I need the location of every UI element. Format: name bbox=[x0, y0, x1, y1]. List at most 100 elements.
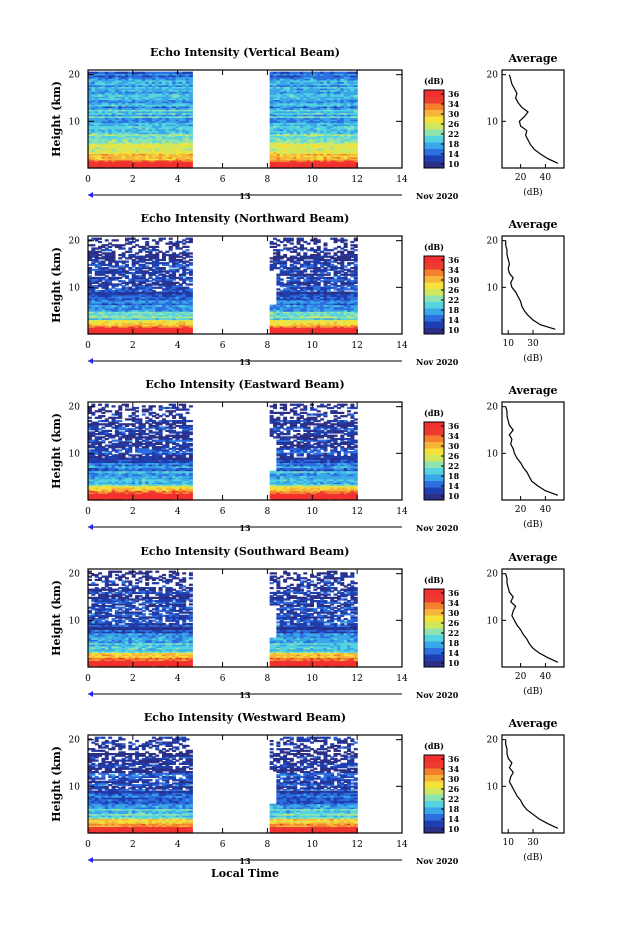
heatmap-cell bbox=[121, 154, 126, 158]
heatmap-cell bbox=[273, 146, 277, 149]
heatmap-cell bbox=[141, 154, 146, 158]
heatmap-cell bbox=[88, 146, 92, 149]
heatmap-cell bbox=[141, 163, 146, 166]
heatmap-cell bbox=[101, 158, 106, 161]
heatmap-cell bbox=[185, 150, 190, 153]
heatmap-cell bbox=[303, 141, 308, 145]
heatmap-cell bbox=[141, 148, 146, 151]
heatmap-cell bbox=[326, 158, 331, 161]
heatmap-cell bbox=[128, 151, 133, 154]
heatmap-cell bbox=[125, 143, 129, 146]
heatmap-cell bbox=[118, 156, 123, 159]
heatmap-cell bbox=[299, 164, 304, 167]
heatmap-cell bbox=[104, 159, 109, 163]
heatmap-cell bbox=[118, 141, 123, 145]
heatmap-cell bbox=[168, 156, 173, 159]
heatmap-cell bbox=[286, 148, 291, 151]
colorbar-swatch bbox=[424, 116, 444, 123]
heatmap-cell bbox=[350, 146, 355, 149]
heatmap-cell bbox=[185, 143, 190, 146]
heatmap-cell bbox=[188, 146, 193, 149]
x-tick-label: 14 bbox=[396, 175, 408, 185]
heatmap bbox=[88, 237, 358, 335]
heatmap-cell bbox=[145, 140, 150, 143]
heatmap-cell bbox=[118, 140, 123, 143]
heatmap-cell bbox=[101, 140, 106, 143]
heatmap-cell bbox=[91, 143, 96, 146]
heatmap-cell bbox=[101, 159, 106, 163]
heatmap-cell bbox=[347, 153, 352, 156]
heatmap-cell bbox=[108, 153, 113, 156]
heatmap-cell bbox=[158, 156, 163, 159]
heatmap-cell bbox=[299, 143, 304, 146]
heatmap-cell bbox=[276, 156, 281, 159]
heatmap-cell bbox=[269, 161, 274, 164]
heatmap-cell bbox=[175, 154, 180, 158]
heatmap-cell bbox=[158, 153, 163, 156]
heatmap-cell bbox=[125, 153, 129, 156]
heatmap-cell bbox=[289, 145, 294, 148]
heatmap-cell bbox=[293, 146, 298, 149]
date-day-label: 13 bbox=[239, 191, 251, 201]
heatmap-cell bbox=[336, 156, 341, 159]
heatmap-cell bbox=[333, 143, 338, 146]
heatmap-cell bbox=[91, 153, 96, 156]
heatmap-cell bbox=[94, 148, 99, 151]
heatmap-cell bbox=[128, 163, 133, 166]
heatmap-cell bbox=[303, 163, 308, 166]
heatmap-cell bbox=[276, 148, 281, 151]
heatmap-cell bbox=[98, 145, 103, 148]
heatmap-cell bbox=[269, 145, 274, 148]
heatmap-cell bbox=[135, 154, 140, 158]
heatmap-cell bbox=[158, 158, 163, 161]
heatmap-cell bbox=[296, 153, 301, 156]
heatmap-cell bbox=[323, 148, 328, 151]
heatmap-cell bbox=[178, 156, 183, 159]
heatmap-cell bbox=[114, 151, 119, 154]
heatmap-cell bbox=[88, 140, 92, 143]
heatmap-cell bbox=[188, 71, 193, 74]
heatmap-cell bbox=[114, 146, 119, 149]
heatmap-cell bbox=[168, 164, 173, 167]
heatmap-cell bbox=[155, 164, 160, 167]
heatmap-cell bbox=[172, 141, 177, 145]
heatmap-cell bbox=[148, 151, 153, 154]
y-tick-label: 20 bbox=[69, 71, 81, 81]
heatmap-cell bbox=[155, 140, 160, 143]
heatmap-cell bbox=[148, 161, 153, 164]
heatmap-cell bbox=[158, 145, 163, 148]
heatmap-cell bbox=[343, 158, 348, 161]
heatmap-cell bbox=[286, 156, 291, 159]
heatmap-cell bbox=[326, 146, 331, 149]
heatmap-cell bbox=[111, 154, 116, 158]
heatmap-cell bbox=[108, 148, 113, 151]
heatmap-cell bbox=[94, 140, 99, 143]
heatmap-cell bbox=[145, 148, 150, 151]
heatmap-cell bbox=[279, 71, 284, 74]
heatmap-cell bbox=[148, 145, 153, 148]
heatmap-cell bbox=[286, 163, 291, 166]
heatmap-cell bbox=[111, 143, 116, 146]
heatmap-cell bbox=[175, 146, 180, 149]
x-tick-label: 12 bbox=[351, 175, 362, 185]
heatmap-cell bbox=[121, 150, 126, 153]
heatmap-cell bbox=[296, 161, 301, 164]
heatmap-cell bbox=[283, 153, 288, 156]
heatmap-cell bbox=[347, 143, 352, 146]
heatmap-cell bbox=[145, 143, 150, 146]
colorbar-tick-label: 26 bbox=[448, 119, 460, 129]
heatmap-cell bbox=[323, 141, 328, 145]
heatmap-cell bbox=[114, 141, 119, 145]
heatmap-cell bbox=[279, 150, 284, 153]
heatmap-cell bbox=[98, 150, 103, 153]
heatmap-cell bbox=[131, 153, 136, 156]
heatmap-cell bbox=[88, 154, 92, 158]
y-tick-label: 10 bbox=[69, 117, 81, 127]
heatmap-cell bbox=[347, 161, 352, 164]
heatmap-cell bbox=[276, 145, 281, 148]
heatmap-cell bbox=[131, 146, 136, 149]
heatmap-cell bbox=[104, 161, 109, 164]
heatmap-cell bbox=[185, 148, 190, 151]
heatmap-cell bbox=[155, 158, 160, 161]
heatmap-cell bbox=[172, 140, 177, 143]
